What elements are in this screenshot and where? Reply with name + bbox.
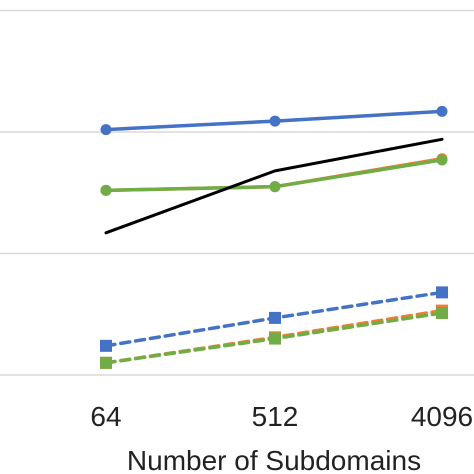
series-6-point-2: [436, 307, 448, 320]
series-4-point-0: [100, 339, 112, 352]
x-tick-label-1: 512: [252, 401, 299, 432]
x-tick-labels: 64 512 4096: [90, 401, 473, 432]
series-4-point-2: [436, 286, 448, 299]
series-3: [104, 137, 444, 235]
x-tick-label-0: 64: [90, 401, 121, 432]
series-0-point-1: [269, 115, 281, 127]
series-0-point-0: [100, 124, 112, 136]
series-group: [100, 105, 448, 369]
series-4-point-1: [269, 311, 281, 324]
series-4: [100, 286, 448, 352]
series-6-point-0: [100, 356, 112, 369]
series-2-point-0: [100, 184, 112, 196]
x-axis-title: Number of Subdomains: [127, 445, 421, 474]
series-3-line: [104, 137, 444, 235]
gridlines: [0, 9, 474, 376]
series-6-point-1: [269, 332, 281, 345]
series-2-point-1: [269, 181, 281, 193]
series-2: [100, 154, 448, 196]
series-6: [100, 307, 448, 369]
series-2-point-2: [436, 154, 448, 166]
series-0-point-2: [436, 105, 448, 117]
x-tick-label-2: 4096: [411, 401, 473, 432]
series-0: [100, 105, 448, 136]
